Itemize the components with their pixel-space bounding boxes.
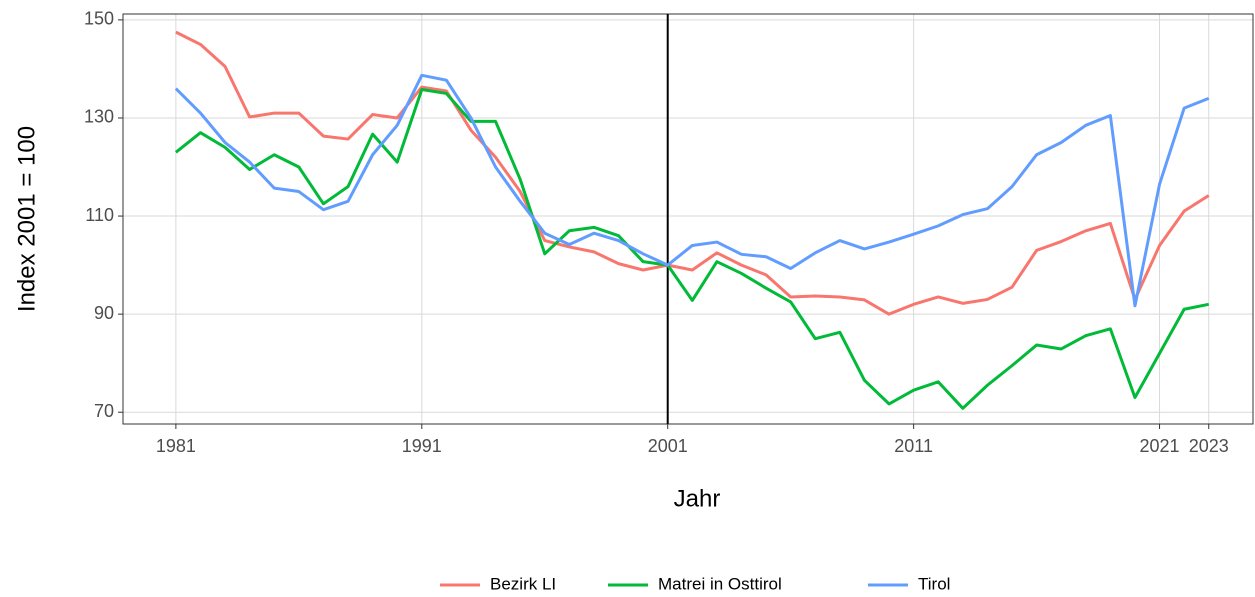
x-tick-label: 1981 bbox=[156, 436, 196, 456]
y-tick-label: 70 bbox=[94, 401, 114, 421]
y-tick-label: 150 bbox=[84, 9, 114, 29]
y-tick-label: 110 bbox=[85, 205, 114, 225]
y-axis-title: Index 2001 = 100 bbox=[13, 126, 40, 312]
y-tick-label: 130 bbox=[84, 107, 114, 127]
series-line bbox=[175, 30, 1210, 316]
x-tick-label: 2001 bbox=[648, 436, 688, 456]
x-tick-label: 2011 bbox=[894, 436, 933, 456]
legend-label: Tirol bbox=[918, 574, 950, 593]
x-tick-label: 2021 bbox=[1140, 436, 1180, 456]
x-tick-label: 1991 bbox=[402, 436, 442, 456]
x-tick-label: 2023 bbox=[1189, 436, 1229, 456]
y-tick-label: 90 bbox=[94, 303, 114, 323]
x-axis-title: Jahr bbox=[674, 485, 721, 512]
series-line bbox=[174, 88, 1210, 410]
series-line bbox=[174, 73, 1210, 308]
legend-label: Matrei in Osttirol bbox=[658, 574, 782, 593]
panel-border bbox=[122, 13, 1254, 425]
legend-label: Bezirk LI bbox=[490, 574, 556, 593]
